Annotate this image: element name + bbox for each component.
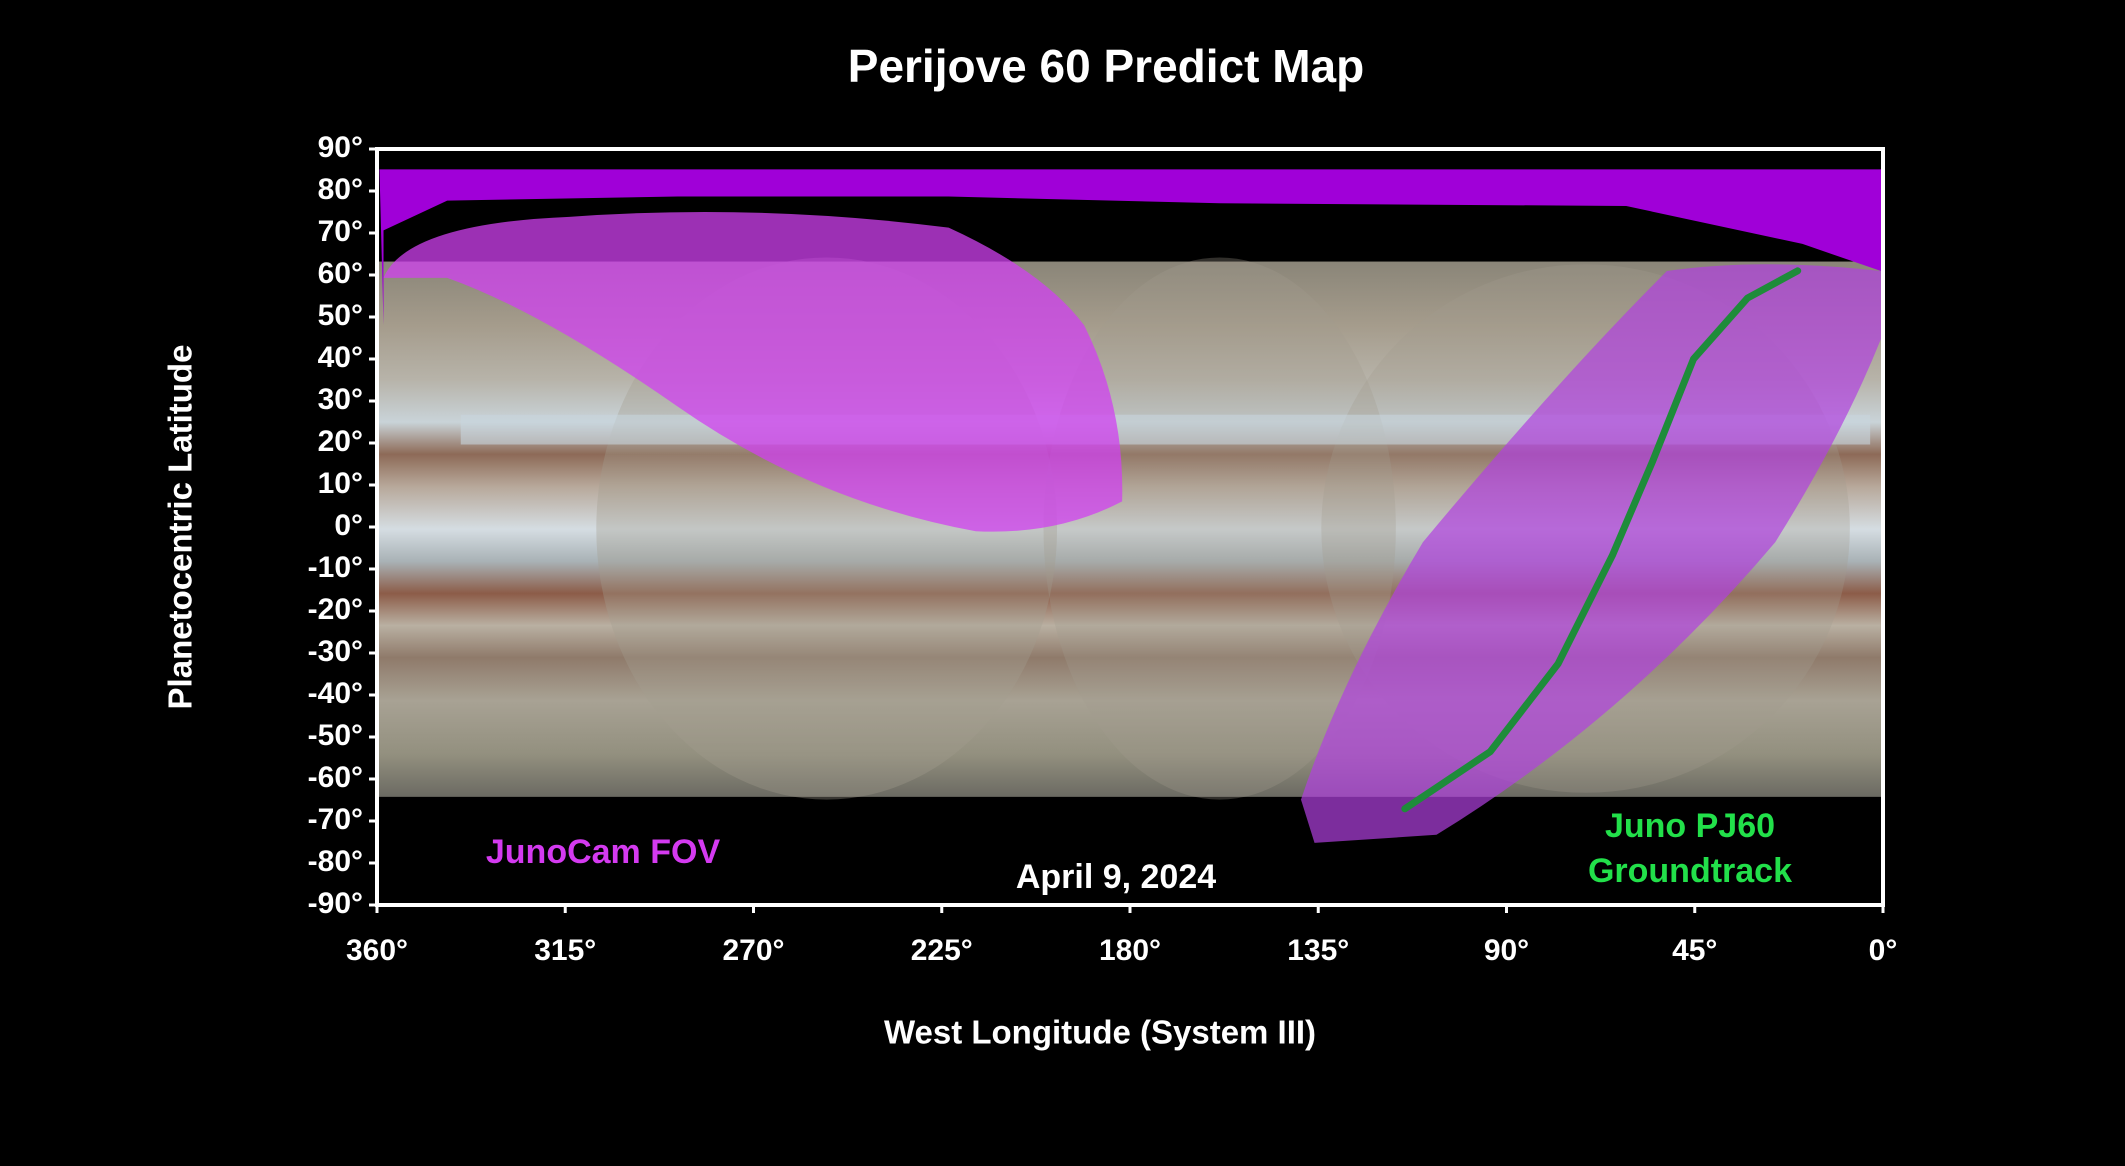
groundtrack-label: Juno PJ60 Groundtrack bbox=[1587, 807, 1793, 890]
y-tick-label: -90° bbox=[308, 887, 363, 920]
y-tick-label: -80° bbox=[308, 845, 363, 878]
y-tick-label: 0° bbox=[334, 509, 363, 542]
map-imagery bbox=[377, 169, 1883, 843]
y-tick-label: -40° bbox=[308, 677, 363, 710]
date-label: April 9, 2024 bbox=[1016, 858, 1216, 896]
fov-lobe bbox=[383, 211, 1123, 532]
x-tick-label: 0° bbox=[1869, 934, 1898, 967]
y-tick-label: -50° bbox=[308, 719, 363, 752]
mosaic-tile bbox=[1043, 257, 1396, 800]
x-tick-label: 360° bbox=[346, 934, 408, 967]
y-tick-label: -10° bbox=[308, 551, 363, 584]
y-tick-label: -30° bbox=[308, 635, 363, 668]
y-tick-label: 60° bbox=[318, 257, 363, 290]
y-axis-label: Planetocentric Latitude bbox=[162, 345, 199, 710]
x-tick-label: 270° bbox=[722, 934, 784, 967]
fov-north bbox=[379, 169, 1882, 326]
y-tick-label: 70° bbox=[318, 215, 363, 248]
y-tick-label: -20° bbox=[308, 593, 363, 626]
fov-label: JunoCam FOV bbox=[486, 833, 721, 871]
x-tick-label: 135° bbox=[1287, 934, 1349, 967]
fov-band bbox=[1300, 264, 1882, 843]
y-tick-label: 30° bbox=[318, 383, 363, 416]
x-tick-label: 90° bbox=[1484, 934, 1529, 967]
x-tick-label: 180° bbox=[1099, 934, 1161, 967]
y-tick-label: 20° bbox=[318, 425, 363, 458]
groundtrack bbox=[1401, 267, 1802, 813]
y-tick-label: 80° bbox=[318, 173, 363, 206]
y-tick-label: 10° bbox=[318, 467, 363, 500]
y-tick-label: 40° bbox=[318, 341, 363, 374]
y-tick-label: -60° bbox=[308, 761, 363, 794]
x-tick-label: 225° bbox=[911, 934, 973, 967]
x-tick-label: 45° bbox=[1672, 934, 1717, 967]
chart-title: Perijove 60 Predict Map bbox=[848, 40, 1364, 92]
x-tick-label: 315° bbox=[534, 934, 596, 967]
y-tick-label: 50° bbox=[318, 299, 363, 332]
y-tick-label: 90° bbox=[318, 131, 363, 164]
x-axis-label: West Longitude (System III) bbox=[884, 1014, 1316, 1051]
y-tick-label: -70° bbox=[308, 803, 363, 836]
